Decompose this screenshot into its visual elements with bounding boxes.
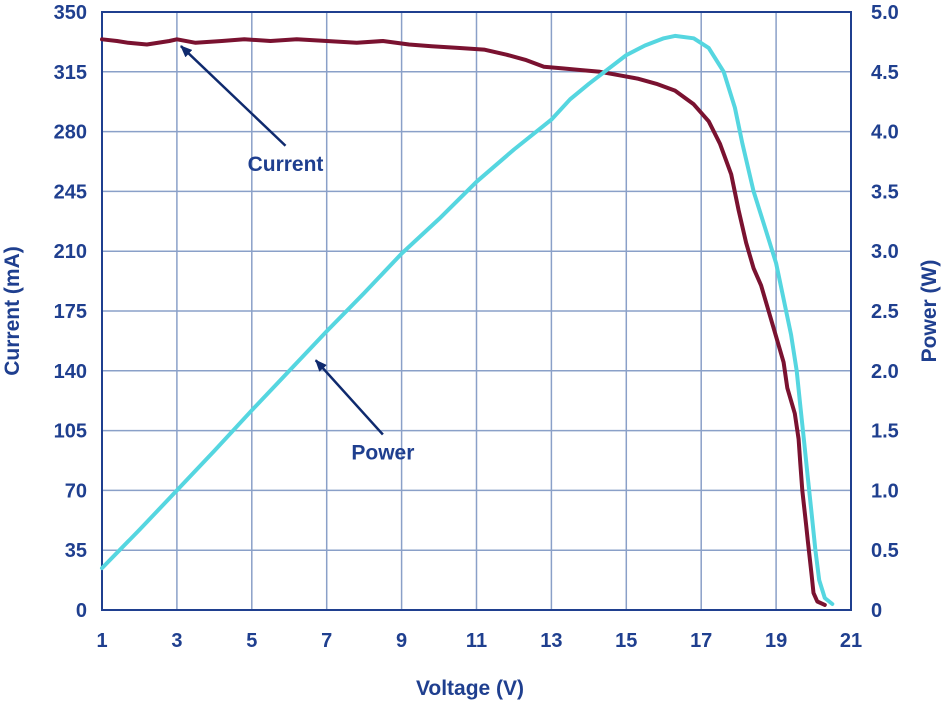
- x-tick-label: 13: [540, 630, 562, 652]
- y2-tick-label: 2.5: [871, 301, 899, 323]
- x-axis-title: Voltage (V): [416, 677, 524, 700]
- y-tick-label: 315: [54, 62, 87, 84]
- x-tick-label: 15: [615, 630, 637, 652]
- annotation-arrow-current: [180, 45, 287, 147]
- series-line-power: [100, 33, 835, 606]
- x-tick-label: 17: [690, 630, 712, 652]
- plot-border: [101, 11, 852, 611]
- y2-tick-label: 1.0: [871, 480, 899, 502]
- series-layer: [100, 33, 835, 607]
- y-tick-label: 0: [76, 600, 87, 622]
- x-tick-label: 9: [396, 630, 407, 652]
- y2-tick-label: 3.0: [871, 241, 899, 263]
- y-tick-label: 140: [54, 361, 87, 383]
- y-tick-label: 280: [54, 122, 87, 144]
- y-tick-label: 105: [54, 421, 87, 443]
- x-tick-label: 21: [840, 630, 862, 652]
- y2-tick-label: 4.0: [871, 122, 899, 144]
- series-line-current: [100, 37, 827, 607]
- y2-tick-label: 3.5: [871, 181, 899, 203]
- y2-tick-label: 1.5: [871, 421, 899, 443]
- annotation-label-power: Power: [351, 442, 414, 465]
- y-tick-label: 210: [54, 241, 87, 263]
- y-tick-label: 35: [65, 540, 87, 562]
- y-tick-label: 70: [65, 480, 87, 502]
- y2-tick-label: 5.0: [871, 2, 899, 24]
- x-tick-label: 11: [466, 630, 487, 652]
- y2-tick-label: 4.5: [871, 62, 899, 84]
- y2-axis-title: Power (W): [918, 260, 941, 363]
- x-tick-label: 5: [246, 630, 257, 652]
- y-tick-label: 175: [54, 301, 87, 323]
- tick-layer: 1 3 5 7 9 11 13 15 17 19 2103570105140175210245280…: [54, 2, 899, 652]
- plot-frame: [101, 11, 852, 611]
- annotation-arrow-power: [314, 359, 384, 436]
- y-tick-label: 245: [54, 181, 87, 203]
- annotation-label-current: Current: [248, 153, 324, 176]
- y-tick-label: 350: [54, 2, 87, 24]
- y-axis-title: Current (mA): [1, 246, 24, 376]
- annotation-layer: Current Power: [180, 45, 414, 465]
- y2-tick-label: 0: [871, 600, 882, 622]
- x-tick-label: 7: [321, 630, 332, 652]
- y2-tick-label: 2.0: [871, 361, 899, 383]
- x-tick-label: 19: [765, 630, 787, 652]
- y2-tick-label: 0.5: [871, 540, 899, 562]
- x-tick-label: 1: [96, 630, 107, 652]
- x-tick-label: 3: [171, 630, 182, 652]
